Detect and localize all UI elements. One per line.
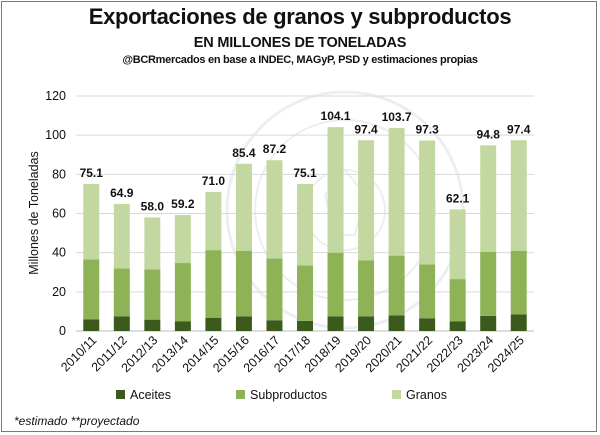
bar-subproductos — [510, 250, 527, 315]
y-tick-label: 80 — [52, 167, 66, 181]
footnote: *estimado **proyectado — [14, 414, 140, 428]
bar-granos — [235, 163, 252, 251]
bar-subproductos — [358, 260, 375, 317]
bar-aceites — [205, 317, 222, 331]
y-tick-label: 20 — [52, 285, 66, 299]
chart-title: Exportaciones de granos y subproductos — [88, 4, 512, 29]
bar-aceites — [83, 319, 100, 331]
total-data-label: 58.0 — [141, 199, 165, 213]
bar-granos — [419, 140, 436, 265]
legend-swatch-granos — [392, 390, 401, 399]
total-data-label: 62.1 — [446, 191, 470, 205]
bar-aceites — [113, 316, 130, 331]
legend-label-granos: Granos — [406, 388, 447, 402]
bar-aceites — [327, 316, 344, 331]
bar-granos — [266, 160, 283, 259]
y-axis-label: Millones de Toneladas — [27, 151, 41, 274]
bar-granos — [174, 215, 191, 264]
total-data-label: 97.4 — [354, 122, 378, 136]
bar-granos — [205, 191, 222, 251]
bar-subproductos — [144, 269, 161, 320]
total-data-label: 103.7 — [382, 110, 412, 124]
bar-subproductos — [419, 264, 436, 319]
total-data-label: 71.0 — [202, 174, 226, 188]
chart-source: @BCRmercados en base a INDEC, MAGyP, PSD… — [122, 54, 478, 66]
bar-aceites — [297, 320, 313, 331]
bar-subproductos — [174, 263, 191, 322]
bar-aceites — [266, 320, 283, 331]
total-data-label: 59.2 — [171, 197, 195, 211]
bar-aceites — [235, 316, 252, 331]
y-tick-label: 100 — [45, 128, 66, 142]
bar-granos — [358, 140, 375, 261]
bar-subproductos — [388, 255, 405, 316]
bar-aceites — [358, 316, 375, 331]
legend-label-subproductos: Subproductos — [250, 388, 327, 402]
bar-aceites — [144, 319, 161, 331]
chart-subtitle: EN MILLONES DE TONELADAS — [193, 35, 407, 51]
bar-granos — [83, 183, 100, 260]
bar-granos — [449, 209, 466, 280]
bar-aceites — [510, 314, 527, 331]
bar-granos — [327, 127, 344, 253]
bar-subproductos — [449, 279, 466, 322]
bar-aceites — [174, 321, 191, 331]
bar-granos — [510, 140, 527, 251]
legend-swatch-subproductos — [236, 390, 245, 399]
bar-subproductos — [327, 252, 344, 317]
bar-aceites — [449, 321, 466, 331]
legend-swatch-aceites — [116, 390, 125, 399]
bar-granos — [388, 127, 405, 256]
bar-subproductos — [113, 268, 130, 317]
bar-subproductos — [480, 251, 497, 316]
bar-subproductos — [205, 250, 222, 318]
total-data-label: 97.4 — [507, 122, 531, 136]
y-tick-label: 120 — [45, 89, 66, 103]
total-data-label: 97.3 — [415, 122, 439, 136]
bar-granos — [144, 217, 161, 270]
bar-subproductos — [297, 265, 313, 321]
bar-aceites — [388, 315, 405, 331]
y-tick-label: 40 — [52, 246, 66, 260]
total-data-label: 104.1 — [321, 109, 351, 123]
total-data-label: 85.4 — [232, 146, 256, 160]
bar-granos — [113, 203, 130, 269]
y-tick-label: 0 — [59, 324, 66, 338]
bar-granos — [480, 145, 497, 252]
total-data-label: 75.1 — [80, 166, 104, 180]
legend-label-aceites: Aceites — [130, 388, 171, 402]
bar-subproductos — [266, 258, 283, 321]
bar-subproductos — [235, 250, 252, 317]
total-data-label: 87.2 — [263, 142, 287, 156]
total-data-label: 64.9 — [110, 186, 134, 200]
total-data-label: 94.8 — [477, 127, 501, 141]
y-tick-label: 60 — [52, 207, 66, 221]
bar-granos — [297, 183, 313, 266]
bar-subproductos — [83, 259, 100, 320]
bar-aceites — [419, 318, 436, 331]
bar-aceites — [480, 315, 497, 331]
total-data-label: 75.1 — [293, 166, 317, 180]
